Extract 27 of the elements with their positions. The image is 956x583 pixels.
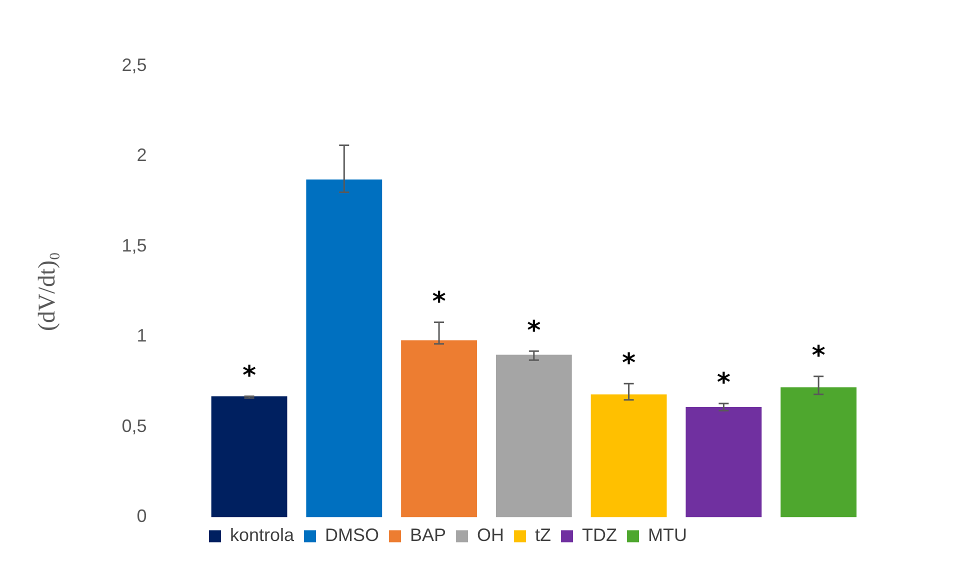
bar	[306, 180, 382, 518]
data-label: *	[622, 348, 636, 378]
legend-label: DMSO	[325, 525, 380, 546]
bar	[211, 396, 288, 518]
y-tick-label: 2,5	[122, 54, 147, 75]
y-tick-label: 2	[136, 145, 147, 166]
legend-label: kontrola	[230, 525, 296, 546]
y-tick-label: 1,5	[122, 235, 147, 256]
bar	[401, 340, 477, 518]
data-label: *	[242, 360, 256, 391]
legend-label: TDZ	[582, 525, 618, 546]
data-label: *	[432, 286, 446, 317]
legend-label: BAP	[410, 525, 446, 546]
y-tick-label: 0	[136, 506, 147, 526]
legend-label: MTU	[648, 525, 688, 546]
legend-label: OH	[477, 525, 504, 546]
bar	[780, 387, 857, 518]
data-label: *	[716, 368, 731, 398]
bar	[590, 394, 667, 518]
bar	[686, 407, 762, 518]
legend-label: tZ	[535, 525, 552, 546]
y-tick-label: 1	[136, 326, 147, 346]
y-tick-label: 0,5	[122, 416, 147, 436]
bar	[496, 354, 572, 518]
data-label: *	[812, 341, 826, 372]
y-axis-title: (dV/dt)₀	[34, 252, 61, 332]
data-label: *	[527, 316, 542, 346]
